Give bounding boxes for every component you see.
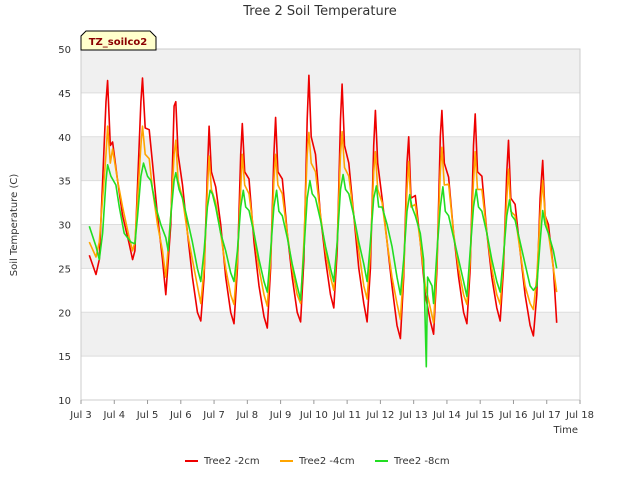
y-tick-label: 25 bbox=[58, 264, 71, 275]
legend-label: Tree2 -8cm bbox=[393, 456, 450, 467]
x-tick-label: Jul 7 bbox=[202, 410, 225, 421]
x-axis-label: Time bbox=[553, 425, 578, 436]
y-tick-label: 45 bbox=[58, 89, 71, 100]
x-tick-label: Jul 8 bbox=[236, 410, 259, 421]
chart-title: Tree 2 Soil Temperature bbox=[242, 4, 397, 19]
plot-band bbox=[81, 49, 580, 93]
y-tick-label: 20 bbox=[58, 308, 71, 319]
x-tick-label: Jul 10 bbox=[299, 410, 328, 421]
x-tick-label: Jul 14 bbox=[432, 410, 461, 421]
y-tick-label: 35 bbox=[58, 177, 71, 188]
x-tick-label: Jul 16 bbox=[498, 410, 527, 421]
y-axis-ticks: 10 15 20 25 30 35 40 45 50 bbox=[58, 45, 71, 407]
x-tick-label: Jul 5 bbox=[136, 410, 159, 421]
legend: Tree2 -2cm Tree2 -4cm Tree2 -8cm bbox=[185, 456, 450, 467]
series-line-3 bbox=[88, 162, 558, 368]
series-line-2 bbox=[88, 125, 558, 324]
y-tick-label: 50 bbox=[58, 45, 71, 56]
x-tick-label: Jul 9 bbox=[269, 410, 292, 421]
x-tick-label: Jul 12 bbox=[365, 410, 394, 421]
x-tick-label: Jul 11 bbox=[332, 410, 361, 421]
series-lines bbox=[88, 74, 558, 368]
x-tick-label: Jul 6 bbox=[169, 410, 192, 421]
x-tick-label: Jul 13 bbox=[399, 410, 428, 421]
y-tick-label: 30 bbox=[58, 221, 71, 232]
y-tick-label: 40 bbox=[58, 133, 71, 144]
x-tick-label: Jul 18 bbox=[565, 410, 594, 421]
plot-band bbox=[81, 312, 580, 357]
y-tick-label: 15 bbox=[58, 352, 71, 363]
series-line-1 bbox=[88, 74, 558, 340]
y-tick-label: 10 bbox=[58, 396, 71, 407]
legend-label: Tree2 -2cm bbox=[203, 456, 260, 467]
legend-item: Tree2 -8cm bbox=[375, 456, 450, 467]
legend-label: Tree2 -4cm bbox=[298, 456, 355, 467]
x-tick-label: Jul 15 bbox=[465, 410, 494, 421]
plot-band bbox=[81, 136, 580, 181]
plot-frame bbox=[80, 48, 581, 401]
x-tick-label: Jul 17 bbox=[532, 410, 561, 421]
x-tick-label: Jul 4 bbox=[102, 410, 125, 421]
y-axis-label: Soil Temperature (C) bbox=[9, 174, 20, 277]
x-axis-ticks: Jul 3 Jul 4 Jul 5 Jul 6 Jul 7 Jul 8 Jul 9 Jul 1… bbox=[69, 400, 594, 421]
annotation-badge: TZ_soilco2 bbox=[80, 30, 157, 51]
plot-bands bbox=[81, 49, 580, 357]
x-tick-label: Jul 3 bbox=[69, 410, 92, 421]
annotation-text: TZ_soilco2 bbox=[89, 37, 148, 48]
legend-item: Tree2 -4cm bbox=[280, 456, 355, 467]
legend-item: Tree2 -2cm bbox=[185, 456, 260, 467]
